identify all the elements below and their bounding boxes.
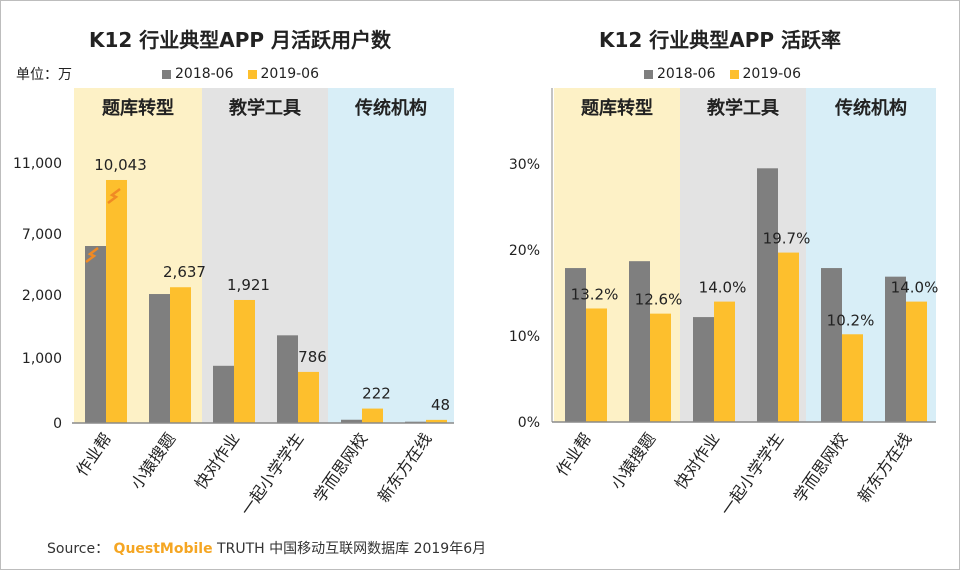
left-bar-2018-2 [213,365,234,423]
legend-swatch-2018-right [644,69,653,79]
left-data-label-1: 2,637 [163,263,206,281]
brand-name: QuestMobile [113,541,213,557]
left-axis-break-marker-b [107,188,121,204]
legend-label-2019: 2019-06 [260,66,320,82]
right-bar-2019-4 [842,334,863,422]
right-bar-2019-3 [778,252,799,422]
right-group-label-1: 教学工具 [707,97,779,119]
right-data-label-2: 14.0% [699,279,747,297]
right-y-tick-1: 10% [509,329,540,345]
right-data-label-0: 13.2% [571,285,619,303]
left-axis-break-marker-a [85,247,99,263]
left-data-label-4: 222 [362,385,391,403]
left-group-label-0: 题库转型 [102,97,174,119]
source-footer: Source： QuestMobile TRUTH 中国移动互联网数据库 201… [47,538,486,558]
legend-swatch-2018 [162,69,171,79]
right-bar-2018-5 [885,276,906,422]
right-category-label-1: 小猿搜题 [607,429,659,492]
legend-item-2019: 2019-06 [247,66,320,82]
left-category-label-3: 一起小学学生 [237,429,308,519]
right-data-label-5: 14.0% [891,279,939,297]
legend-item-2018: 2018-06 [162,66,234,82]
left-bar-2019-2 [234,299,255,423]
right-data-label-3: 19.7% [763,230,811,248]
right-y-tick-3: 30% [509,157,540,173]
left-data-label-5: 48 [431,396,450,414]
left-bar-2019-4 [362,408,383,423]
legend-item-2018-right: 2018-06 [644,66,716,82]
right-group-label-0: 题库转型 [581,97,653,119]
left-group-band-2 [328,88,454,423]
legend-swatch-2019 [247,69,257,79]
source-text: TRUTH 中国移动互联网数据库 2019年6月 [212,541,487,557]
left-category-label-2: 快对作业 [191,429,243,492]
right-y-tick-2: 20% [509,243,540,259]
left-data-label-0: 10,043 [94,156,147,174]
right-category-label-0: 作业帮 [552,429,595,479]
left-bar-2018-0 [85,246,106,423]
left-group-label-1: 教学工具 [229,97,301,119]
left-data-label-2: 1,921 [227,276,270,294]
left-category-label-1: 小猿搜题 [127,429,179,492]
left-bar-2018-4 [341,419,362,423]
right-category-label-3: 一起小学学生 [717,429,788,519]
left-y-tick-0: 0 [53,416,62,432]
left-y-tick-3: 7,000 [22,227,62,243]
right-bar-2018-0 [565,268,586,422]
left-bar-2019-0 [106,179,127,423]
left-y-tick-2: 2,000 [22,288,62,304]
left-data-label-3: 786 [298,348,327,366]
left-bar-2019-3 [298,371,319,423]
right-bar-2019-1 [650,313,671,422]
left-category-label-5: 新东方在线 [374,429,435,505]
source-label: Source： [47,541,110,557]
right-bar-2018-3 [757,168,778,422]
legend-swatch-2019-right [729,69,739,79]
right-data-label-1: 12.6% [635,291,683,309]
right-bar-2018-2 [693,317,714,422]
right-bar-2019-0 [586,308,607,422]
left-y-tick-4: 11,000 [13,156,62,172]
right-category-label-4: 学而思网校 [790,429,851,505]
right-bar-2018-1 [629,261,650,422]
right-bar-2019-5 [906,301,927,422]
legend-label-2018: 2018-06 [175,66,234,82]
right-category-label-5: 新东方在线 [854,429,915,505]
right-group-label-2: 传统机构 [834,97,907,119]
left-legend: 2018-06 2019-06 [162,66,333,82]
right-category-label-2: 快对作业 [671,429,723,492]
right-bar-2018-4 [821,268,842,422]
left-bar-2019-5 [426,419,447,423]
legend-item-2019-right: 2019-06 [729,66,802,82]
left-y-tick-1: 1,000 [22,351,62,367]
right-data-label-4: 10.2% [827,311,875,329]
left-bar-2019-1 [170,287,191,423]
left-group-label-2: 传统机构 [354,97,427,119]
left-category-label-0: 作业帮 [72,429,115,479]
right-bar-2019-2 [714,301,735,422]
right-chart-title: K12 行业典型APP 活跃率 [598,28,842,52]
right-legend: 2018-06 2019-06 [644,66,815,82]
right-y-tick-0: 0% [518,415,540,431]
left-chart-title: K12 行业典型APP 月活跃用户数 [88,28,392,52]
legend-label-2018-right: 2018-06 [657,66,716,82]
unit-label: 单位：万 [16,67,72,83]
legend-label-2019-right: 2019-06 [742,66,802,82]
left-bar-2018-3 [277,335,298,423]
left-bar-2018-1 [149,294,170,423]
left-category-label-4: 学而思网校 [310,429,371,505]
